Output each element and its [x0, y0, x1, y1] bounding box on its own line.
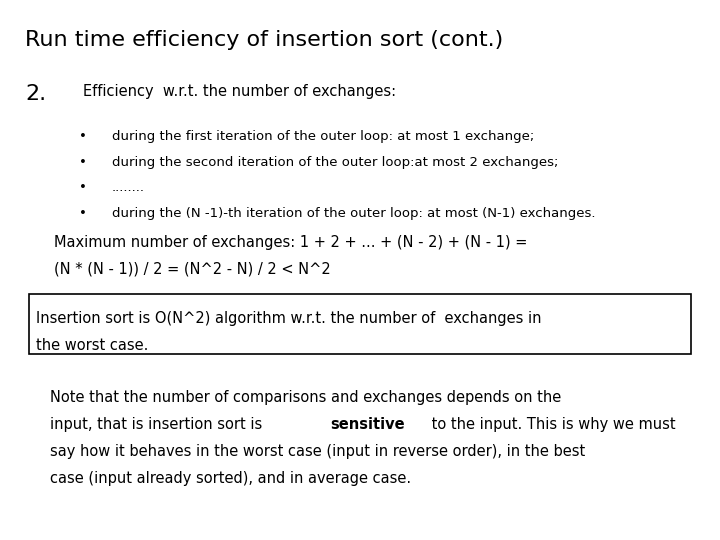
FancyBboxPatch shape: [29, 294, 691, 354]
Text: sensitive: sensitive: [330, 417, 405, 432]
Text: •: •: [79, 207, 87, 220]
Text: during the (N -1)-th iteration of the outer loop: at most (N-1) exchanges.: during the (N -1)-th iteration of the ou…: [112, 207, 595, 220]
Text: •: •: [79, 156, 87, 168]
Text: Efficiency  w.r.t. the number of exchanges:: Efficiency w.r.t. the number of exchange…: [83, 84, 396, 99]
Text: say how it behaves in the worst case (input in reverse order), in the best: say how it behaves in the worst case (in…: [50, 444, 585, 459]
Text: Note that the number of comparisons and exchanges depends on the: Note that the number of comparisons and …: [50, 390, 562, 405]
Text: input, that is insertion sort is: input, that is insertion sort is: [50, 417, 267, 432]
Text: during the second iteration of the outer loop:at most 2 exchanges;: during the second iteration of the outer…: [112, 156, 558, 168]
Text: the worst case.: the worst case.: [36, 338, 148, 353]
Text: •: •: [79, 130, 87, 143]
Text: Run time efficiency of insertion sort (cont.): Run time efficiency of insertion sort (c…: [25, 30, 503, 50]
Text: Insertion sort is O(N^2) algorithm w.r.t. the number of  exchanges in: Insertion sort is O(N^2) algorithm w.r.t…: [36, 310, 541, 326]
Text: •: •: [79, 181, 87, 194]
Text: ........: ........: [112, 181, 145, 194]
Text: (N * (N - 1)) / 2 = (N^2 - N) / 2 < N^2: (N * (N - 1)) / 2 = (N^2 - N) / 2 < N^2: [54, 262, 330, 277]
Text: 2.: 2.: [25, 84, 46, 104]
Text: during the first iteration of the outer loop: at most 1 exchange;: during the first iteration of the outer …: [112, 130, 534, 143]
Text: Maximum number of exchanges: 1 + 2 + ... + (N - 2) + (N - 1) =: Maximum number of exchanges: 1 + 2 + ...…: [54, 235, 527, 250]
Text: to the input. This is why we must: to the input. This is why we must: [426, 417, 675, 432]
Text: case (input already sorted), and in average case.: case (input already sorted), and in aver…: [50, 471, 412, 486]
